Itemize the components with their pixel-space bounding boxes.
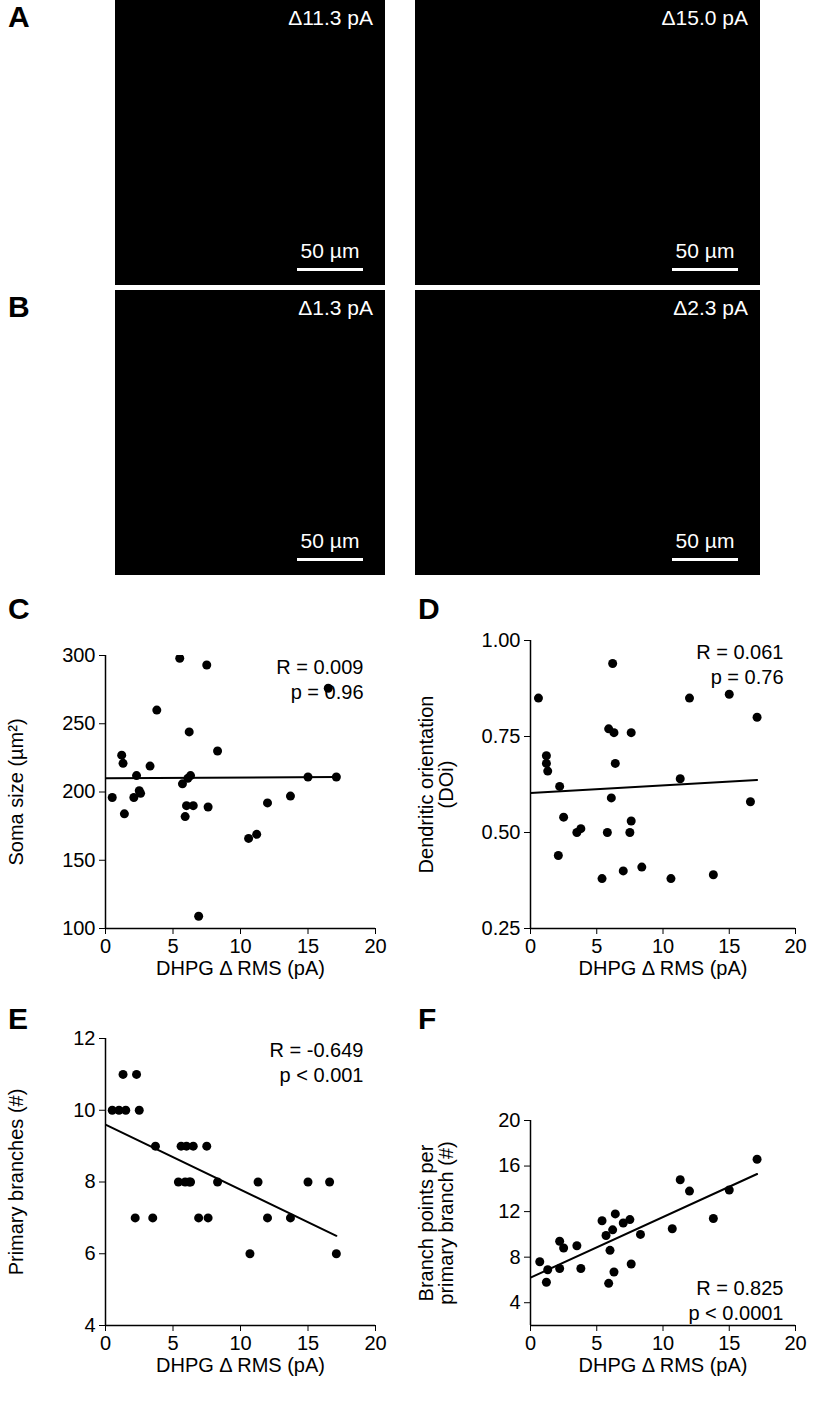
- svg-text:DHPG Δ RMS (pA): DHPG Δ RMS (pA): [579, 1354, 748, 1376]
- svg-text:12: 12: [73, 1027, 95, 1049]
- html-text:Δ11.3 pA: Δ11.3 pA: [288, 6, 373, 29]
- svg-text:p = 0.96: p = 0.96: [291, 681, 364, 703]
- html-text:E: E: [8, 1002, 28, 1035]
- svg-text:1.00: 1.00: [482, 629, 521, 651]
- svg-text:5: 5: [591, 935, 602, 957]
- html-text:A: A: [8, 0, 30, 33]
- svg-text:R = 0.825: R = 0.825: [696, 1277, 783, 1299]
- svg-text:10: 10: [229, 1332, 251, 1354]
- svg-text:0.50: 0.50: [482, 821, 521, 843]
- svg-text:Primary branches (#): Primary branches (#): [5, 1089, 27, 1276]
- svg-text:0: 0: [100, 935, 111, 957]
- svg-text:Dendritic orientation(DOi): Dendritic orientation(DOi): [415, 696, 457, 874]
- svg-text:4: 4: [84, 1314, 95, 1336]
- html-text:Δ1.3 pA: Δ1.3 pA: [298, 296, 373, 319]
- svg-text:p < 0.0001: p < 0.0001: [688, 1302, 783, 1324]
- svg-text:R = -0.649: R = -0.649: [270, 1039, 364, 1061]
- svg-text:10: 10: [652, 1332, 674, 1354]
- svg-text:300: 300: [62, 644, 95, 666]
- svg-text:8: 8: [84, 1170, 95, 1192]
- svg-text:5: 5: [167, 935, 178, 957]
- html-text:F: F: [418, 1002, 437, 1035]
- html-text:50 µm: 50 µm: [675, 529, 735, 552]
- svg-text:20: 20: [784, 1332, 806, 1354]
- svg-text:200: 200: [62, 780, 95, 802]
- svg-text:DHPG Δ RMS (pA): DHPG Δ RMS (pA): [156, 957, 325, 979]
- html-text:C: C: [8, 592, 30, 625]
- svg-text:R = 0.009: R = 0.009: [276, 656, 363, 678]
- svg-text:0.75: 0.75: [482, 725, 521, 747]
- svg-text:0: 0: [525, 1332, 536, 1354]
- svg-text:20: 20: [364, 935, 386, 957]
- svg-text:DHPG Δ RMS (pA): DHPG Δ RMS (pA): [579, 957, 748, 979]
- svg-text:5: 5: [167, 1332, 178, 1354]
- svg-text:10: 10: [73, 1099, 95, 1121]
- html-text:Δ2.3 pA: Δ2.3 pA: [673, 296, 748, 319]
- svg-text:15: 15: [718, 935, 740, 957]
- svg-text:DHPG Δ RMS (pA): DHPG Δ RMS (pA): [156, 1354, 325, 1376]
- svg-text:100: 100: [62, 917, 95, 939]
- svg-text:150: 150: [62, 849, 95, 871]
- svg-text:12: 12: [498, 1200, 520, 1222]
- svg-text:Branch points perprimary branc: Branch points perprimary branch (#): [415, 1141, 457, 1304]
- svg-text:p = 0.76: p = 0.76: [711, 666, 784, 688]
- svg-text:4: 4: [509, 1291, 520, 1313]
- svg-text:6: 6: [84, 1242, 95, 1264]
- svg-text:15: 15: [718, 1332, 740, 1354]
- html-text:D: D: [418, 592, 440, 625]
- svg-text:p < 0.001: p < 0.001: [280, 1064, 364, 1086]
- svg-text:15: 15: [297, 1332, 319, 1354]
- svg-text:20: 20: [784, 935, 806, 957]
- svg-text:5: 5: [591, 1332, 602, 1354]
- svg-text:8: 8: [509, 1246, 520, 1268]
- html-text:B: B: [8, 290, 30, 323]
- html-text:50 µm: 50 µm: [300, 529, 360, 552]
- svg-text:16: 16: [498, 1154, 520, 1176]
- svg-text:10: 10: [229, 935, 251, 957]
- html-text:50 µm: 50 µm: [675, 239, 735, 262]
- svg-text:R = 0.061: R = 0.061: [696, 641, 783, 663]
- svg-text:20: 20: [364, 1332, 386, 1354]
- svg-text:0.25: 0.25: [482, 917, 521, 939]
- svg-text:20: 20: [498, 1109, 520, 1131]
- svg-text:0: 0: [525, 935, 536, 957]
- svg-text:250: 250: [62, 712, 95, 734]
- svg-text:Soma size (µm²): Soma size (µm²): [5, 718, 27, 865]
- html-text:Δ15.0 pA: Δ15.0 pA: [661, 6, 748, 29]
- html-text:50 µm: 50 µm: [300, 239, 360, 262]
- svg-text:15: 15: [297, 935, 319, 957]
- svg-text:0: 0: [100, 1332, 111, 1354]
- svg-text:10: 10: [652, 935, 674, 957]
